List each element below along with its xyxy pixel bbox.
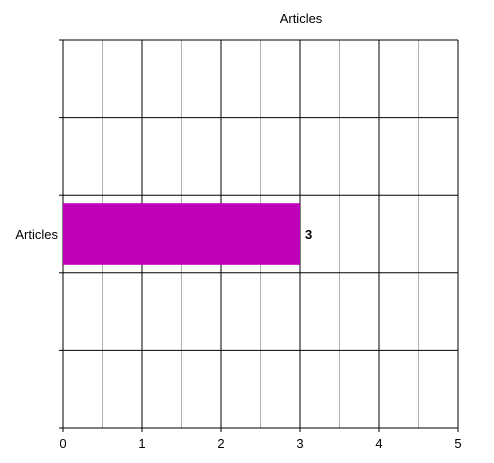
x-tick-label: 2 — [217, 436, 224, 451]
axes — [59, 39, 459, 432]
bar — [63, 203, 300, 265]
data-label: 3 — [305, 227, 312, 242]
y-tick-label: Articles — [15, 227, 58, 242]
bars — [63, 203, 300, 265]
x-tick-label: 3 — [296, 436, 303, 451]
x-tick-label: 4 — [375, 436, 382, 451]
chart-title: Articles — [280, 11, 323, 26]
x-tick-labels: 0 1 2 3 4 5 — [59, 436, 461, 451]
x-tick-label: 0 — [59, 436, 66, 451]
x-tick-label: 1 — [138, 436, 145, 451]
y-tick-labels: Articles — [15, 227, 58, 242]
data-labels: 3 — [305, 227, 312, 242]
x-tick-label: 5 — [454, 436, 461, 451]
